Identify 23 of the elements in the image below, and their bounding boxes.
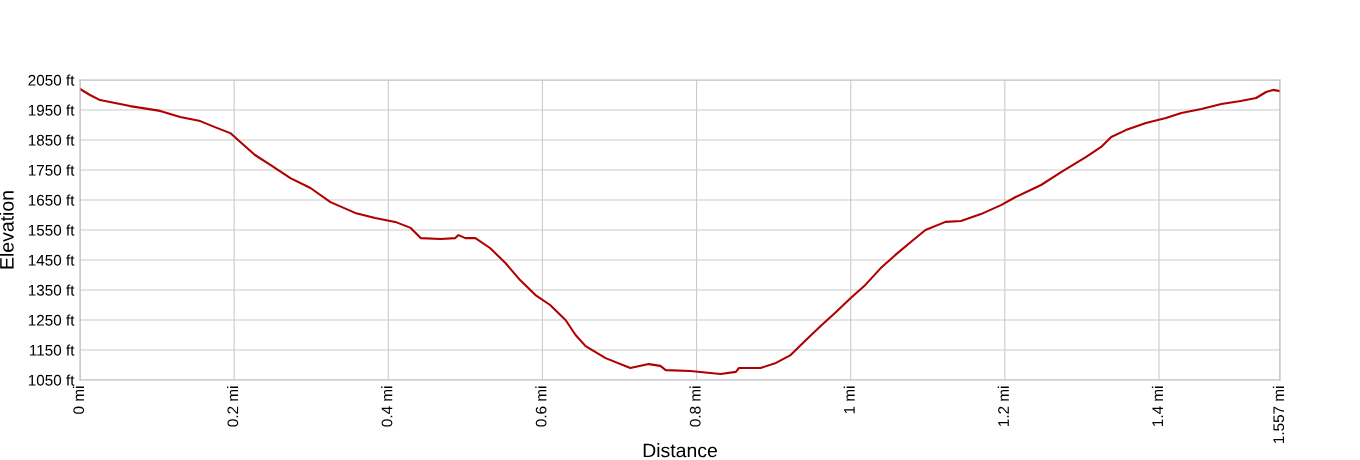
x-tick-label: 0.8 mi — [689, 386, 701, 427]
y-tick-label: 1750 ft — [28, 164, 75, 176]
y-axis-title: Elevation — [0, 191, 14, 269]
x-tick-label: 1 mi — [843, 386, 855, 414]
line-series — [80, 87, 1280, 376]
y-tick-label: 1850 ft — [28, 134, 75, 146]
y-tick-label: 1050 ft — [28, 374, 75, 386]
y-tick-label: 1950 ft — [28, 104, 75, 116]
y-tick-label: 1450 ft — [28, 254, 75, 266]
y-tick-label: 1150 ft — [30, 344, 75, 356]
y-tick-label: 1350 ft — [28, 284, 75, 296]
x-tick-label: 0.4 mi — [381, 386, 393, 427]
x-tick-label: 1.2 mi — [997, 386, 1009, 426]
x-tick-label: 0.6 mi — [535, 386, 547, 427]
x-tick-label: 1.4 mi — [1151, 386, 1163, 426]
x-tick-label: 1.557 mi — [1272, 386, 1285, 443]
y-tick-label: 2050 ft — [28, 74, 75, 86]
y-tick-label: 1650 ft — [28, 194, 75, 206]
y-tick-label: 1250 ft — [28, 314, 75, 326]
x-tick-label: 0.2 mi — [227, 386, 239, 427]
x-axis-title: Distance — [643, 443, 717, 458]
x-tick-label: 0 mi — [72, 386, 85, 414]
y-tick-label: 1550 ft — [28, 224, 75, 236]
